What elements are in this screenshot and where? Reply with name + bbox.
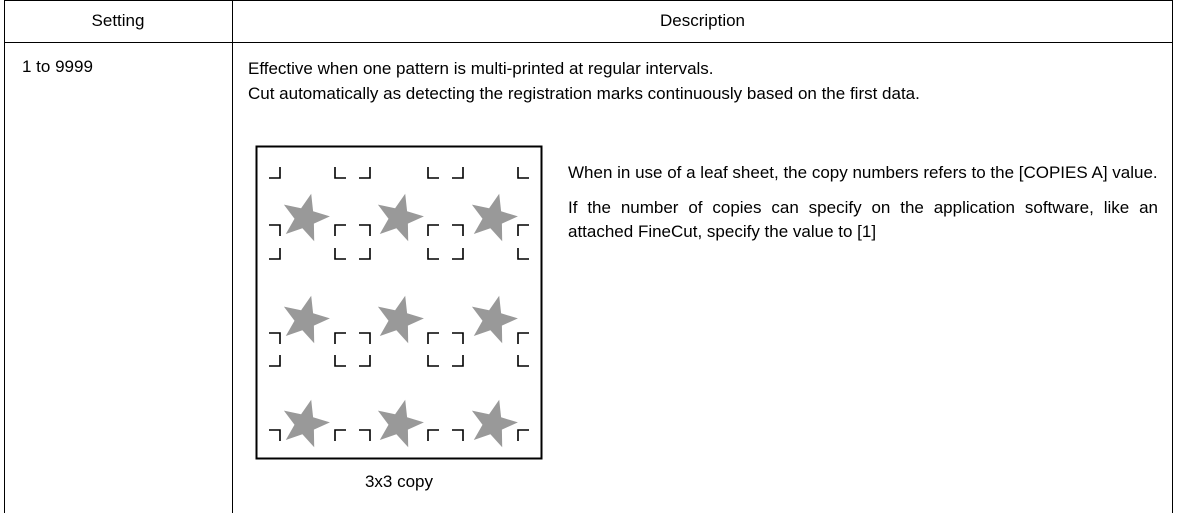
registration-mark: [517, 248, 529, 260]
registration-mark: [359, 355, 371, 367]
registration-mark: [452, 429, 464, 441]
registration-mark: [517, 429, 529, 441]
registration-mark: [334, 332, 346, 344]
registration-mark: [452, 248, 464, 260]
registration-mark: [517, 355, 529, 367]
registration-mark: [334, 429, 346, 441]
registration-mark: [452, 167, 464, 179]
registration-mark: [517, 167, 529, 179]
table-border: [4, 42, 1173, 43]
registration-mark: [359, 167, 371, 179]
star: [283, 295, 330, 344]
registration-mark: [334, 355, 346, 367]
setting-cell: 1 to 9999: [22, 57, 93, 76]
star: [377, 399, 424, 448]
registration-mark: [452, 332, 464, 344]
table-border: [232, 0, 233, 513]
registration-mark: [269, 332, 281, 344]
registration-mark: [269, 224, 281, 236]
note: If the number of copies can specify on t…: [568, 197, 1158, 242]
star: [283, 399, 330, 448]
table-border: [4, 0, 1173, 1]
registration-mark: [452, 224, 464, 236]
star: [471, 295, 518, 344]
notes: When in use of a leaf sheet, the copy nu…: [568, 161, 1158, 245]
sheet-outline: [255, 145, 543, 460]
registration-mark: [359, 332, 371, 344]
figure-caption: 3x3 copy: [364, 472, 434, 491]
registration-mark: [359, 224, 371, 236]
registration-mark: [269, 248, 281, 260]
star: [377, 295, 424, 344]
registration-mark: [359, 429, 371, 441]
star: [283, 193, 330, 242]
description: Effective when one pattern is multi-prin…: [248, 57, 1158, 106]
registration-mark: [427, 355, 439, 367]
registration-mark: [427, 429, 439, 441]
description-line: Effective when one pattern is multi-prin…: [248, 59, 714, 78]
star: [471, 399, 518, 448]
registration-mark: [269, 355, 281, 367]
registration-mark: [427, 224, 439, 236]
header-cell: Description: [659, 11, 746, 30]
registration-mark: [269, 167, 281, 179]
registration-mark: [427, 167, 439, 179]
registration-mark: [517, 224, 529, 236]
table-border: [1172, 0, 1173, 513]
registration-mark: [517, 332, 529, 344]
registration-mark: [334, 167, 346, 179]
table-border: [4, 0, 5, 513]
star: [377, 193, 424, 242]
note: When in use of a leaf sheet, the copy nu…: [568, 163, 1158, 182]
registration-mark: [452, 355, 464, 367]
registration-mark: [359, 248, 371, 260]
description-line: Cut automatically as detecting the regis…: [248, 83, 920, 103]
registration-mark: [427, 248, 439, 260]
header-cell: Setting: [91, 11, 145, 30]
registration-mark: [269, 429, 281, 441]
registration-mark: [334, 224, 346, 236]
star: [471, 193, 518, 242]
registration-mark: [427, 332, 439, 344]
registration-mark: [334, 248, 346, 260]
